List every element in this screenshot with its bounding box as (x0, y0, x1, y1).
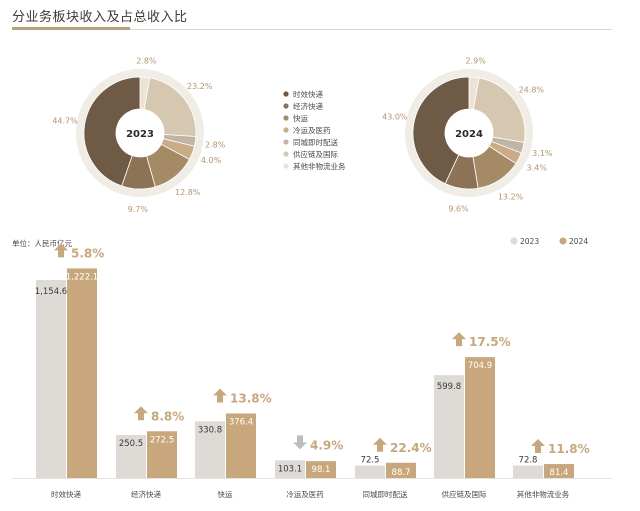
bar-2023 (36, 279, 66, 478)
donut-percent-label: 44.7% (52, 116, 78, 125)
donut-hole (116, 109, 164, 157)
growth-rate-label: 5.8% (71, 246, 104, 260)
bar-2023 (275, 460, 305, 478)
bar-2024 (386, 462, 416, 478)
bar-value-label-2024: 272.5 (150, 435, 174, 445)
legend-dot (283, 127, 289, 133)
category-label: 冷运及医药 (286, 489, 324, 499)
growth-rate-label: 17.5% (469, 335, 511, 349)
growth-rate-label: 13.8% (230, 391, 272, 405)
bar-2024 (226, 413, 256, 478)
legend-label: 快运 (293, 113, 308, 123)
donut-hole (445, 109, 493, 157)
bar-value-label-2024: 704.9 (468, 361, 492, 371)
legend-label: 同城即时配送 (293, 137, 338, 147)
legend-dot (283, 139, 289, 145)
growth-rate-label: 4.9% (310, 438, 343, 452)
page-title: 分业务板块收入及占总收入比 (12, 10, 188, 25)
bar-2024 (67, 268, 97, 478)
donut-percent-label: 2.8% (136, 56, 157, 65)
legend-label: 其他非物流业务 (293, 161, 346, 171)
donut-percent-label: 24.8% (519, 85, 545, 94)
bar-value-label-2023: 1,154.6 (35, 287, 67, 297)
bar-value-label-2023: 103.1 (278, 464, 302, 474)
growth-up-arrow (373, 437, 387, 452)
legend-dot (283, 91, 289, 97)
donut-percent-label: 43.0% (382, 112, 408, 121)
bar-2023 (513, 465, 543, 478)
legend-2023-label: 2023 (520, 237, 539, 246)
growth-up-arrow (54, 243, 68, 258)
legend-label: 冷运及医药 (293, 125, 331, 135)
category-label: 其他非物流业务 (517, 489, 570, 499)
donut-percent-label: 4.0% (201, 156, 222, 165)
bar-2023 (434, 375, 464, 478)
donut-percent-label: 9.7% (128, 205, 149, 214)
category-label: 时效快递 (51, 489, 81, 499)
legend-dot (283, 151, 289, 157)
title-divider (12, 29, 612, 30)
bar-value-label-2023: 72.5 (361, 456, 380, 466)
legend-dot (283, 103, 289, 109)
bar-2023 (355, 465, 385, 478)
growth-up-arrow (531, 439, 545, 454)
growth-up-arrow (452, 332, 466, 347)
growth-rate-label: 8.8% (151, 409, 184, 423)
growth-rate-label: 11.8% (548, 442, 590, 456)
category-label: 同城即时配送 (363, 489, 408, 499)
unit-label: 单位：人民币亿元 (12, 238, 72, 248)
growth-up-arrow (134, 406, 148, 421)
donut-percent-label: 23.2% (187, 82, 213, 91)
bar-value-label-2023: 599.8 (437, 382, 461, 392)
bar-value-label-2024: 98.1 (312, 465, 331, 475)
growth-down-arrow (293, 435, 307, 450)
legend-label: 供应链及国际 (293, 149, 338, 159)
donut-percent-label: 2.8% (205, 140, 226, 149)
category-label: 供应链及国际 (442, 489, 487, 499)
legend-dot (283, 115, 289, 121)
legend-label: 经济快递 (293, 101, 323, 111)
bar-2024 (147, 431, 177, 478)
donut-year-label: 2024 (455, 129, 483, 140)
category-label: 快运 (218, 489, 233, 499)
donut-percent-label: 12.8% (175, 188, 201, 197)
donut-percent-label: 9.6% (448, 204, 469, 213)
bar-2024 (544, 464, 574, 478)
legend-2024-label: 2024 (569, 237, 588, 246)
legend-2023-swatch (510, 237, 518, 245)
legend-label: 时效快递 (293, 89, 323, 99)
bar-2024 (306, 461, 336, 478)
bar-value-label-2023: 72.8 (519, 456, 538, 466)
bar-value-label-2023: 250.5 (119, 439, 143, 449)
donut-percent-label: 3.1% (532, 149, 553, 158)
donut-percent-label: 3.4% (527, 164, 548, 173)
bar-value-label-2023: 330.8 (198, 425, 222, 435)
bar-2023 (116, 435, 146, 478)
bar-value-label-2024: 1,222.1 (66, 272, 98, 282)
bar-value-label-2024: 376.4 (229, 417, 253, 427)
legend-dot (283, 163, 289, 169)
growth-rate-label: 22.4% (390, 441, 432, 455)
donut-year-label: 2023 (126, 129, 154, 140)
category-label: 经济快递 (131, 489, 161, 499)
donut-percent-label: 13.2% (498, 193, 524, 202)
legend-2024-swatch (559, 237, 567, 245)
donut-percent-label: 2.9% (465, 56, 486, 65)
title-accent-bar (12, 27, 130, 30)
bar-value-label-2024: 88.7 (392, 468, 411, 478)
bar-2023 (195, 421, 225, 478)
growth-up-arrow (213, 388, 227, 403)
bar-value-label-2024: 81.4 (550, 468, 569, 478)
bar-2024 (465, 357, 495, 478)
